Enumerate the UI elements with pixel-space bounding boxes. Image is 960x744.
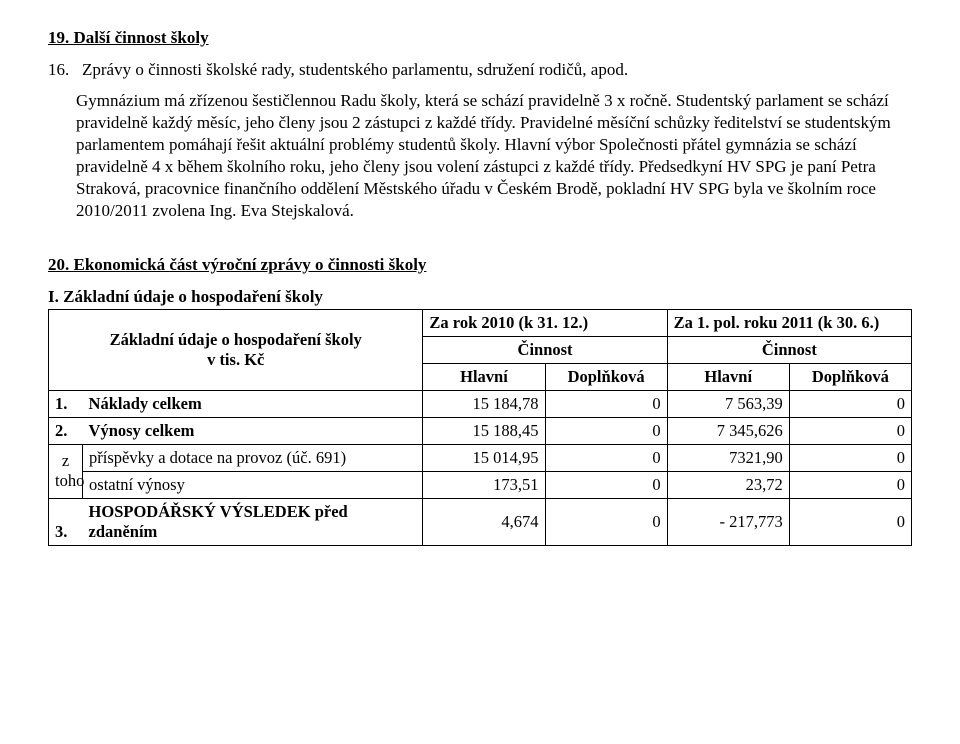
row-label: HOSPODÁŘSKÝ VÝSLEDEK před zdaněním — [83, 498, 423, 545]
th-dopl-1: Doplňková — [545, 363, 667, 390]
finance-tbody: 1.Náklady celkem15 184,7807 563,3902.Výn… — [49, 390, 912, 545]
table-cell: 0 — [789, 471, 911, 498]
sec19-item16: 16. Zprávy o činnosti školské rady, stud… — [48, 60, 912, 80]
row-num: 2. — [49, 417, 83, 444]
th-hlavni-2: Hlavní — [667, 363, 789, 390]
table-cell: 15 014,95 — [423, 444, 545, 471]
table-cell: 0 — [789, 498, 911, 545]
row-num: 1. — [49, 390, 83, 417]
th-2011: Za 1. pol. roku 2011 (k 30. 6.) — [667, 309, 911, 336]
th-rowhead-text: Základní údaje o hospodaření školy v tis… — [110, 330, 362, 369]
table-cell: 0 — [545, 390, 667, 417]
sec19-item16-text: Zprávy o činnosti školské rady, students… — [82, 60, 628, 79]
table-cell: 4,674 — [423, 498, 545, 545]
table-row: 1.Náklady celkem15 184,7807 563,390 — [49, 390, 912, 417]
th-cinnost-1: Činnost — [423, 336, 667, 363]
table-cell: 7 345,626 — [667, 417, 789, 444]
sec19-item16-num: 16. — [48, 60, 69, 79]
th-rowhead: Základní údaje o hospodaření školy v tis… — [49, 309, 423, 390]
table-cell: 0 — [545, 471, 667, 498]
table-row: 3.HOSPODÁŘSKÝ VÝSLEDEK před zdaněním4,67… — [49, 498, 912, 545]
table-row: ostatní výnosy173,51023,720 — [49, 471, 912, 498]
table-row: z tohopříspěvky a dotace na provoz (úč. … — [49, 444, 912, 471]
row-label: Výnosy celkem — [83, 417, 423, 444]
table-cell: 7 563,39 — [667, 390, 789, 417]
row-num: 3. — [49, 498, 83, 545]
table-cell: 23,72 — [667, 471, 789, 498]
table-cell: 0 — [789, 390, 911, 417]
table-cell: 15 188,45 — [423, 417, 545, 444]
table-row: 2.Výnosy celkem15 188,4507 345,6260 — [49, 417, 912, 444]
table-cell: 0 — [545, 498, 667, 545]
th-dopl-2: Doplňková — [789, 363, 911, 390]
ztoho-label: z toho — [49, 444, 83, 498]
th-2010: Za rok 2010 (k 31. 12.) — [423, 309, 667, 336]
table-cell: 7321,90 — [667, 444, 789, 471]
table-cell: 0 — [545, 444, 667, 471]
table-cell: 0 — [789, 417, 911, 444]
finance-table: Základní údaje o hospodaření školy v tis… — [48, 309, 912, 546]
row-label: příspěvky a dotace na provoz (úč. 691) — [83, 444, 423, 471]
sec19-title: 19. Další činnost školy — [48, 28, 912, 48]
sec20-subhead: I. Základní údaje o hospodaření školy — [48, 287, 912, 307]
sec20-title: 20. Ekonomická část výroční zprávy o čin… — [48, 255, 912, 275]
row-label: Náklady celkem — [83, 390, 423, 417]
table-cell: - 217,773 — [667, 498, 789, 545]
table-cell: 0 — [545, 417, 667, 444]
table-cell: 15 184,78 — [423, 390, 545, 417]
table-cell: 0 — [789, 444, 911, 471]
table-cell: 173,51 — [423, 471, 545, 498]
th-cinnost-2: Činnost — [667, 336, 911, 363]
sec19-paragraph: Gymnázium má zřízenou šestičlennou Radu … — [76, 90, 912, 223]
th-hlavni-1: Hlavní — [423, 363, 545, 390]
row-label: ostatní výnosy — [83, 471, 423, 498]
